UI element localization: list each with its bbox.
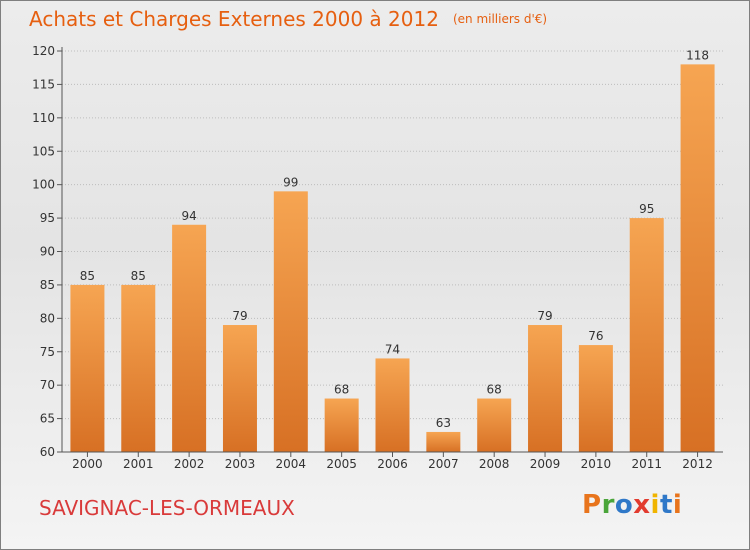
bar-value-label: 68 <box>487 383 502 397</box>
x-tick-label: 2012 <box>682 457 713 471</box>
bar <box>426 431 461 452</box>
y-tick-label: 110 <box>32 111 55 125</box>
y-tick-label: 115 <box>32 77 55 91</box>
x-tick-label: 2000 <box>72 457 103 471</box>
place-name: SAVIGNAC-LES-ORMEAUX <box>39 496 295 520</box>
bar <box>172 224 207 452</box>
bar <box>375 358 410 452</box>
x-tick-label: 2006 <box>377 457 408 471</box>
x-tick-label: 2011 <box>631 457 662 471</box>
y-tick-label: 105 <box>32 144 55 158</box>
bar-value-label: 74 <box>385 342 400 356</box>
bar <box>629 218 664 452</box>
bar-value-label: 85 <box>131 269 146 283</box>
y-tick-label: 70 <box>40 378 55 392</box>
y-tick-label: 100 <box>32 178 55 192</box>
chart-unit-label: (en milliers d'€) <box>452 12 548 26</box>
bar <box>578 345 613 452</box>
bar-value-label: 95 <box>639 202 654 216</box>
bar-value-label: 118 <box>686 48 709 62</box>
x-tick-label: 2003 <box>225 457 256 471</box>
bar <box>222 325 257 452</box>
bar <box>528 325 563 452</box>
bar-value-label: 79 <box>232 309 247 323</box>
bar-value-label: 85 <box>80 269 95 283</box>
bar <box>273 191 308 452</box>
bar <box>680 64 715 452</box>
y-tick-label: 95 <box>40 211 55 225</box>
x-tick-label: 2009 <box>530 457 561 471</box>
chart-title: Achats et Charges Externes 2000 à 2012 (e… <box>29 7 547 31</box>
bar-value-label: 68 <box>334 383 349 397</box>
bar <box>70 284 105 452</box>
x-tick-label: 2007 <box>428 457 459 471</box>
x-tick-label: 2002 <box>174 457 205 471</box>
y-tick-label: 90 <box>40 245 55 259</box>
y-tick-label: 65 <box>40 412 55 426</box>
bar <box>477 398 512 452</box>
bar-value-label: 76 <box>588 329 603 343</box>
bar <box>324 398 359 452</box>
x-tick-label: 2010 <box>581 457 612 471</box>
y-tick-label: 60 <box>40 445 55 459</box>
bar <box>121 284 156 452</box>
bars: 85 85 94 79 99 68 74 63 68 79 76 95 118 <box>70 48 715 452</box>
bar-value-label: 63 <box>436 416 451 430</box>
proxiti-logo: Proxiti <box>582 490 683 520</box>
chart-title-text: Achats et Charges Externes 2000 à 2012 <box>29 7 439 31</box>
x-tick-label: 2001 <box>123 457 154 471</box>
y-tick-label: 75 <box>40 345 55 359</box>
x-tick-label: 2004 <box>276 457 307 471</box>
y-tick-label: 85 <box>40 278 55 292</box>
axes: 60 65 70 75 80 85 90 95 100 105 110 115 120 2000 2001 2… <box>32 44 723 471</box>
x-tick-label: 2005 <box>326 457 357 471</box>
bar-value-label: 79 <box>537 309 552 323</box>
y-tick-label: 80 <box>40 311 55 325</box>
bar-value-label: 99 <box>283 175 298 189</box>
x-tick-label: 2008 <box>479 457 510 471</box>
y-tick-label: 120 <box>32 44 55 58</box>
bar-value-label: 94 <box>181 209 196 223</box>
